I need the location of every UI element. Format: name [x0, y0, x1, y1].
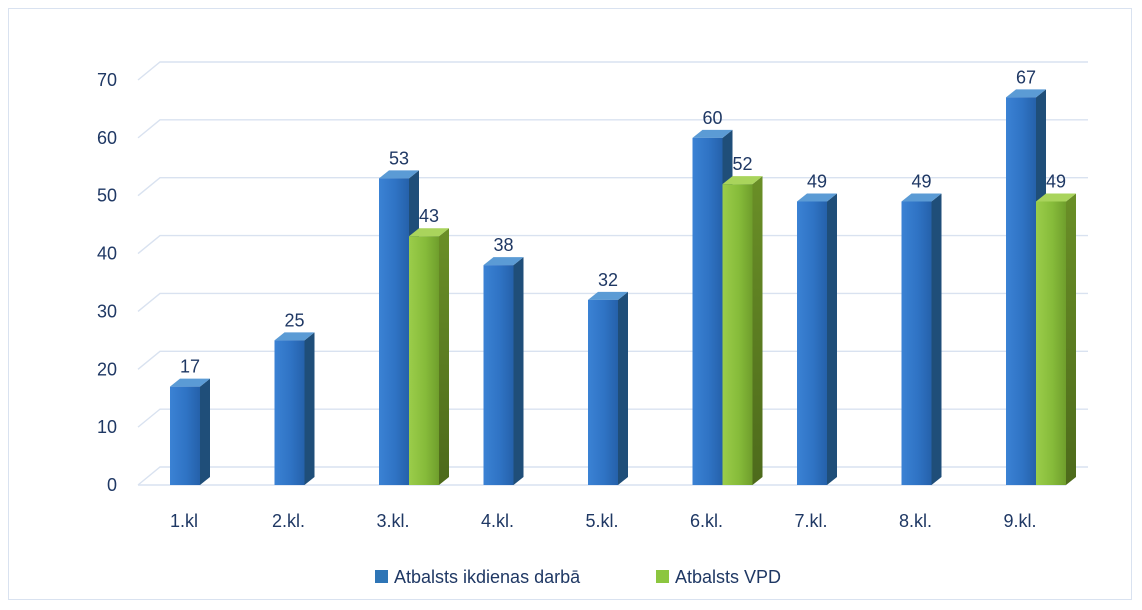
bar-green [722, 176, 763, 485]
x-tick-label: 8.kl. [899, 511, 932, 531]
y-axis: 0 10 20 30 40 50 60 70 [97, 70, 117, 495]
data-label: 67 [1016, 67, 1036, 87]
legend-swatch [656, 570, 669, 583]
x-tick-label: 4.kl. [481, 511, 514, 531]
data-label: 49 [807, 172, 827, 192]
data-label: 49 [1046, 172, 1066, 192]
y-tick-label: 10 [97, 417, 117, 437]
bar-blue [901, 193, 942, 485]
x-tick-label: 6.kl. [690, 511, 723, 531]
gridline [137, 234, 1088, 255]
gridline [137, 61, 1088, 81]
bar-green [409, 228, 449, 485]
gridline [137, 292, 1088, 312]
bar-blue [274, 332, 315, 485]
chart-frame [8, 8, 1132, 600]
data-label: 49 [911, 172, 931, 192]
legend-label: Atbalsts VPD [675, 567, 781, 587]
data-label: 43 [419, 206, 439, 226]
y-tick-label: 20 [97, 359, 117, 379]
data-label: 60 [702, 108, 722, 128]
bar-blue [170, 378, 210, 485]
y-tick-label: 60 [97, 128, 117, 148]
y-tick-label: 50 [97, 186, 117, 206]
data-label: 52 [732, 154, 752, 174]
x-tick-label: 9.kl. [1003, 511, 1036, 531]
y-tick-label: 70 [97, 70, 117, 90]
legend-swatch [375, 570, 388, 583]
data-label: 53 [389, 148, 409, 168]
x-tick-label: 7.kl. [794, 511, 827, 531]
y-tick-label: 0 [107, 475, 117, 495]
gridline [137, 119, 1088, 139]
x-tick-label: 3.kl. [376, 511, 409, 531]
data-label: 25 [284, 310, 304, 330]
bar-blue [483, 257, 524, 485]
data-label: 38 [493, 235, 513, 255]
gridline [137, 177, 1088, 197]
bars: 17 25 53 43 38 32 60 52 49 49 67 49 [170, 67, 1076, 485]
legend-label: Atbalsts ikdienas darbā [394, 567, 581, 587]
gridline [137, 350, 1088, 370]
data-label: 17 [180, 357, 200, 377]
y-tick-label: 30 [97, 301, 117, 321]
x-tick-label: 1.kl [170, 511, 198, 531]
data-label: 32 [598, 270, 618, 290]
bar-green [1036, 193, 1076, 485]
gridline [137, 408, 1088, 428]
bar-blue [588, 291, 628, 485]
y-tick-label: 40 [97, 244, 117, 264]
bar-blue [797, 193, 837, 485]
legend: Atbalsts ikdienas darbā Atbalsts VPD [375, 567, 781, 587]
gridline [137, 466, 1088, 486]
x-tick-label: 2.kl. [272, 511, 305, 531]
x-tick-label: 5.kl. [585, 511, 618, 531]
x-axis: 1.kl 2.kl. 3.kl. 4.kl. 5.kl. 6.kl. 7.kl. 8.kl. 9… [170, 511, 1037, 531]
